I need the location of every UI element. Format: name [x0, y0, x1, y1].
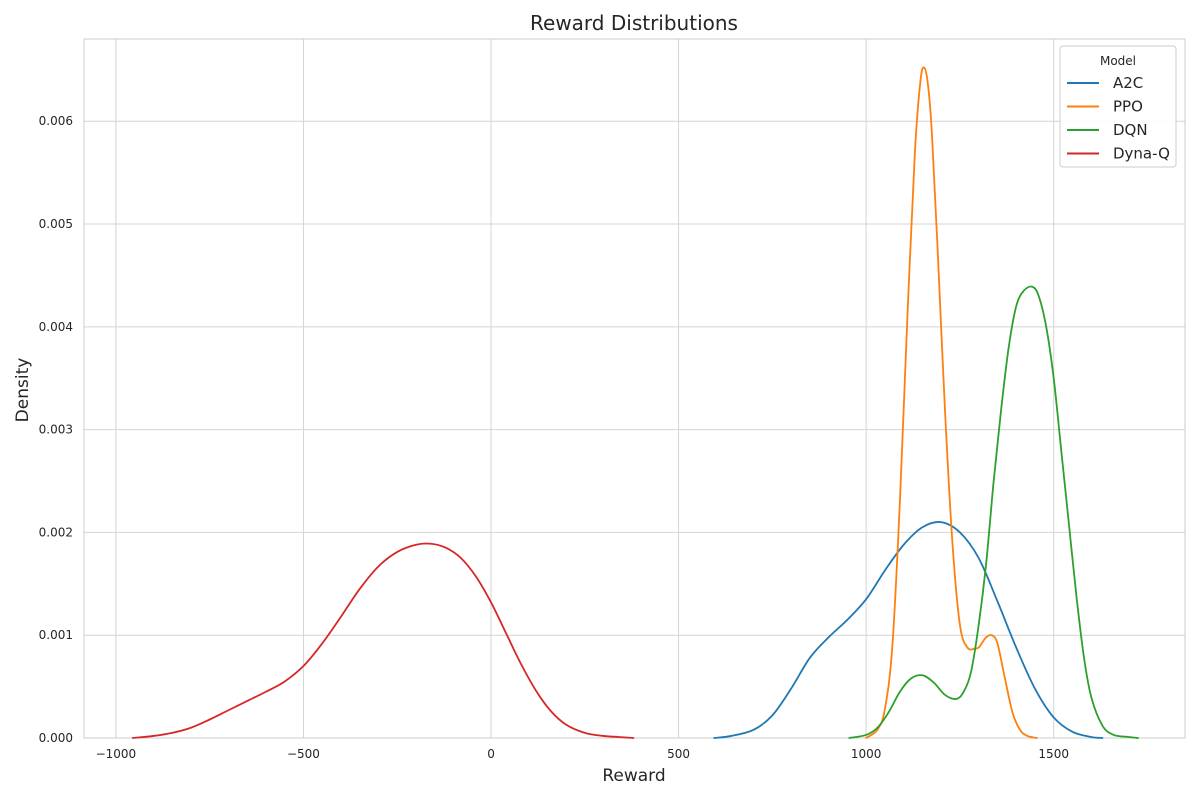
plot-frame [83, 38, 1186, 739]
series-line-ppo [865, 66, 1038, 739]
y-tick-label: 0.004 [39, 320, 73, 334]
legend-label-a2c: A2C [1113, 74, 1143, 92]
y-tick-label: 0.006 [39, 114, 73, 128]
x-tick-label: −500 [287, 747, 320, 761]
x-axis-label: Reward [602, 766, 665, 786]
series-line-dyna-q [131, 542, 635, 739]
y-tick-label: 0.001 [39, 628, 73, 642]
legend-label-ppo: PPO [1113, 98, 1143, 116]
y-tick-label: 0.002 [39, 525, 73, 539]
grid [84, 39, 1185, 739]
legend: Model A2C PPO DQN Dyna-Q [1059, 45, 1177, 168]
y-tick-label: 0.005 [39, 217, 73, 231]
series-line-dqn [848, 285, 1140, 739]
legend-label-dyna-q: Dyna-Q [1113, 145, 1170, 163]
x-tick-label: −1000 [96, 747, 137, 761]
y-tick-label: 0.000 [39, 731, 73, 745]
legend-label-dqn: DQN [1113, 121, 1148, 139]
series-lines [131, 66, 1140, 739]
y-tick-label: 0.003 [39, 423, 73, 437]
x-tick-label: 0 [487, 747, 495, 761]
chart-title: Reward Distributions [530, 11, 738, 35]
x-tick-labels: −1000 −500 0 500 1000 1500 [96, 747, 1069, 761]
series-line-a2c [713, 521, 1104, 739]
y-tick-labels: 0.000 0.001 0.002 0.003 0.004 0.005 0.006 [39, 114, 73, 745]
x-tick-label: 1500 [1038, 747, 1069, 761]
legend-title: Model [1100, 54, 1136, 68]
y-axis-label: Density [13, 358, 33, 423]
legend-box [1059, 45, 1177, 168]
x-tick-label: 1000 [851, 747, 882, 761]
x-tick-label: 500 [667, 747, 690, 761]
legend-items: A2C PPO DQN Dyna-Q [1067, 74, 1170, 163]
